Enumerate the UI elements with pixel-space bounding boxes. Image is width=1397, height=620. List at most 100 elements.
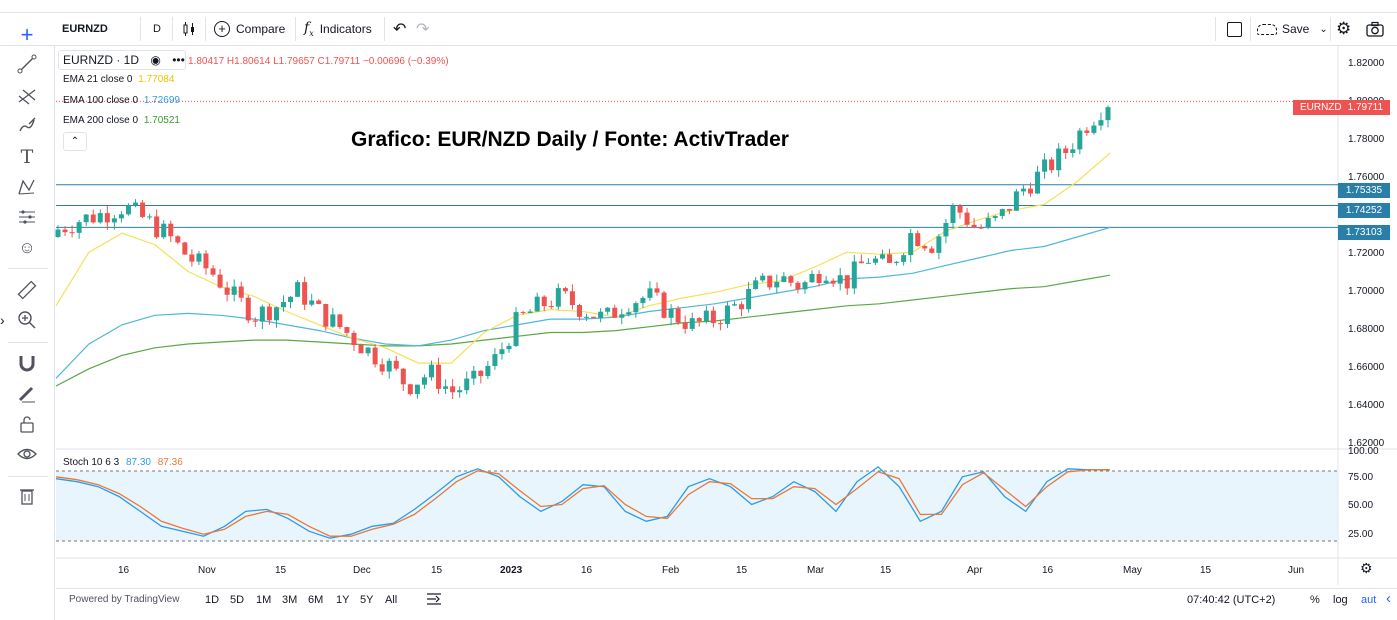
interval-label: D: [153, 23, 161, 35]
undo-button[interactable]: ↶: [393, 13, 406, 45]
time-tick: Apr: [967, 565, 983, 576]
range-6m-button[interactable]: 6M: [308, 594, 324, 606]
candle-body: [111, 218, 117, 223]
candle-body: [428, 364, 434, 378]
candle-body: [273, 307, 279, 321]
ema200-legend[interactable]: EMA 200 close 0 1.70521: [63, 115, 180, 126]
price-tick: 1.72000: [1348, 248, 1385, 259]
ema21-value: 1.77084: [138, 74, 175, 85]
text-tool-icon[interactable]: T: [20, 146, 34, 168]
interval-button[interactable]: D: [153, 13, 161, 45]
candle-body: [999, 209, 1005, 217]
candle-body: [1035, 171, 1041, 194]
toolbar-divider: [205, 17, 206, 41]
forecast-tool-icon[interactable]: [14, 204, 40, 230]
range-5y-button[interactable]: 5Y: [360, 594, 374, 606]
trendline-icon[interactable]: [14, 51, 40, 77]
collapse-legend-button[interactable]: ⌃: [63, 132, 87, 151]
candle-body: [492, 354, 498, 366]
magnet-icon[interactable]: [14, 350, 40, 376]
candle-body: [245, 297, 251, 321]
trash-icon[interactable]: [14, 483, 40, 509]
fib-tool-icon[interactable]: [14, 83, 40, 109]
screenshot-button[interactable]: [1366, 13, 1384, 45]
clock-display[interactable]: 07:40:42 (UTC+2): [1187, 594, 1276, 606]
candle-body: [55, 229, 61, 237]
eye-icon[interactable]: ◉: [150, 53, 161, 67]
compare-button[interactable]: + Compare: [214, 13, 285, 45]
smiley-icon[interactable]: ☺: [18, 238, 36, 257]
candlestick-icon: [183, 22, 194, 36]
stoch-legend[interactable]: Stoch 10 6 3 87.30 87.36: [63, 457, 183, 468]
candle-body: [576, 305, 582, 317]
log-toggle[interactable]: log: [1333, 594, 1348, 606]
candle-body: [936, 236, 942, 253]
ruler-icon[interactable]: [14, 277, 40, 303]
range-1m-button[interactable]: 1M: [256, 594, 272, 606]
candle-body: [365, 347, 371, 354]
candle-body: [1084, 130, 1090, 133]
candle-body: [485, 365, 491, 376]
candle-body: [534, 296, 540, 312]
time-tick: 15: [1200, 565, 1212, 576]
symbol-legend-box[interactable]: [58, 50, 186, 70]
symbol-interval-label: EURNZD · 1D: [63, 53, 140, 67]
zoom-in-icon[interactable]: [14, 307, 40, 333]
candle-body: [781, 276, 787, 282]
time-tick: 15: [275, 565, 287, 576]
fullscreen-button[interactable]: [1227, 13, 1242, 45]
candle-body: [978, 227, 984, 229]
chevron-left-icon[interactable]: ‹: [1386, 590, 1391, 607]
range-5d-button[interactable]: 5D: [230, 594, 245, 606]
candle-body: [675, 308, 681, 323]
ema100-line: [55, 226, 1111, 379]
candle-body: [915, 233, 921, 247]
auto-toggle[interactable]: aut: [1361, 594, 1377, 606]
pencil-lock-icon[interactable]: [14, 380, 40, 406]
ema21-legend[interactable]: EMA 21 close 0 1.77084: [63, 74, 174, 85]
candle-body: [295, 282, 301, 297]
toolbar-divider: [1250, 17, 1251, 41]
powered-by-link[interactable]: Powered by TradingView: [69, 594, 180, 605]
crosshair-icon[interactable]: +: [20, 22, 34, 47]
candle-body: [386, 360, 392, 372]
stoch-d-value: 87.36: [157, 457, 183, 468]
lock-icon[interactable]: [14, 411, 40, 437]
candle-body: [844, 275, 850, 289]
collapse-toolbar-arrow[interactable]: ›: [0, 312, 5, 328]
ohlc-values: 1.80417 H1.80614 L1.79657 C1.79711 −0.00…: [188, 56, 449, 67]
candle-body: [823, 280, 829, 283]
percent-toggle[interactable]: %: [1310, 594, 1320, 606]
symbol-search-button[interactable]: EURNZD: [62, 13, 108, 45]
more-icon[interactable]: •••: [172, 53, 185, 67]
candle-body: [809, 273, 815, 283]
candle-body: [1063, 148, 1069, 154]
brush-icon[interactable]: [14, 113, 40, 139]
range-1y-button[interactable]: 1Y: [336, 594, 350, 606]
redo-button[interactable]: ↷: [416, 13, 429, 45]
stoch-k-value: 87.30: [125, 457, 151, 468]
candle-body: [1091, 125, 1097, 133]
candles-type-button[interactable]: [181, 13, 197, 45]
candle-body: [668, 308, 674, 318]
settings-button[interactable]: ⚙: [1336, 13, 1351, 45]
eye-icon[interactable]: [14, 441, 40, 467]
date-range-button[interactable]: [426, 592, 442, 609]
candle-body: [887, 254, 893, 263]
chart-caption: Grafico: EUR/NZD Daily / Fonte: ActivTra…: [351, 128, 789, 151]
candle-body: [788, 276, 794, 283]
gear-icon: ⚙: [1360, 560, 1373, 576]
save-button[interactable]: Save ⌄: [1257, 13, 1328, 45]
candle-body: [619, 314, 625, 318]
range-all-button[interactable]: All: [385, 594, 398, 606]
candle-body: [224, 287, 230, 295]
range-3m-button[interactable]: 3M: [282, 594, 298, 606]
candle-body: [640, 297, 646, 304]
time-tick: 16: [118, 565, 130, 576]
axis-settings-button[interactable]: ⚙: [1360, 560, 1373, 577]
pattern-tool-icon[interactable]: [14, 174, 40, 200]
range-1d-button[interactable]: 1D: [205, 594, 220, 606]
ema100-legend[interactable]: EMA 100 close 0 1.72699: [63, 95, 180, 106]
indicators-button[interactable]: fx Indicators: [304, 13, 372, 45]
